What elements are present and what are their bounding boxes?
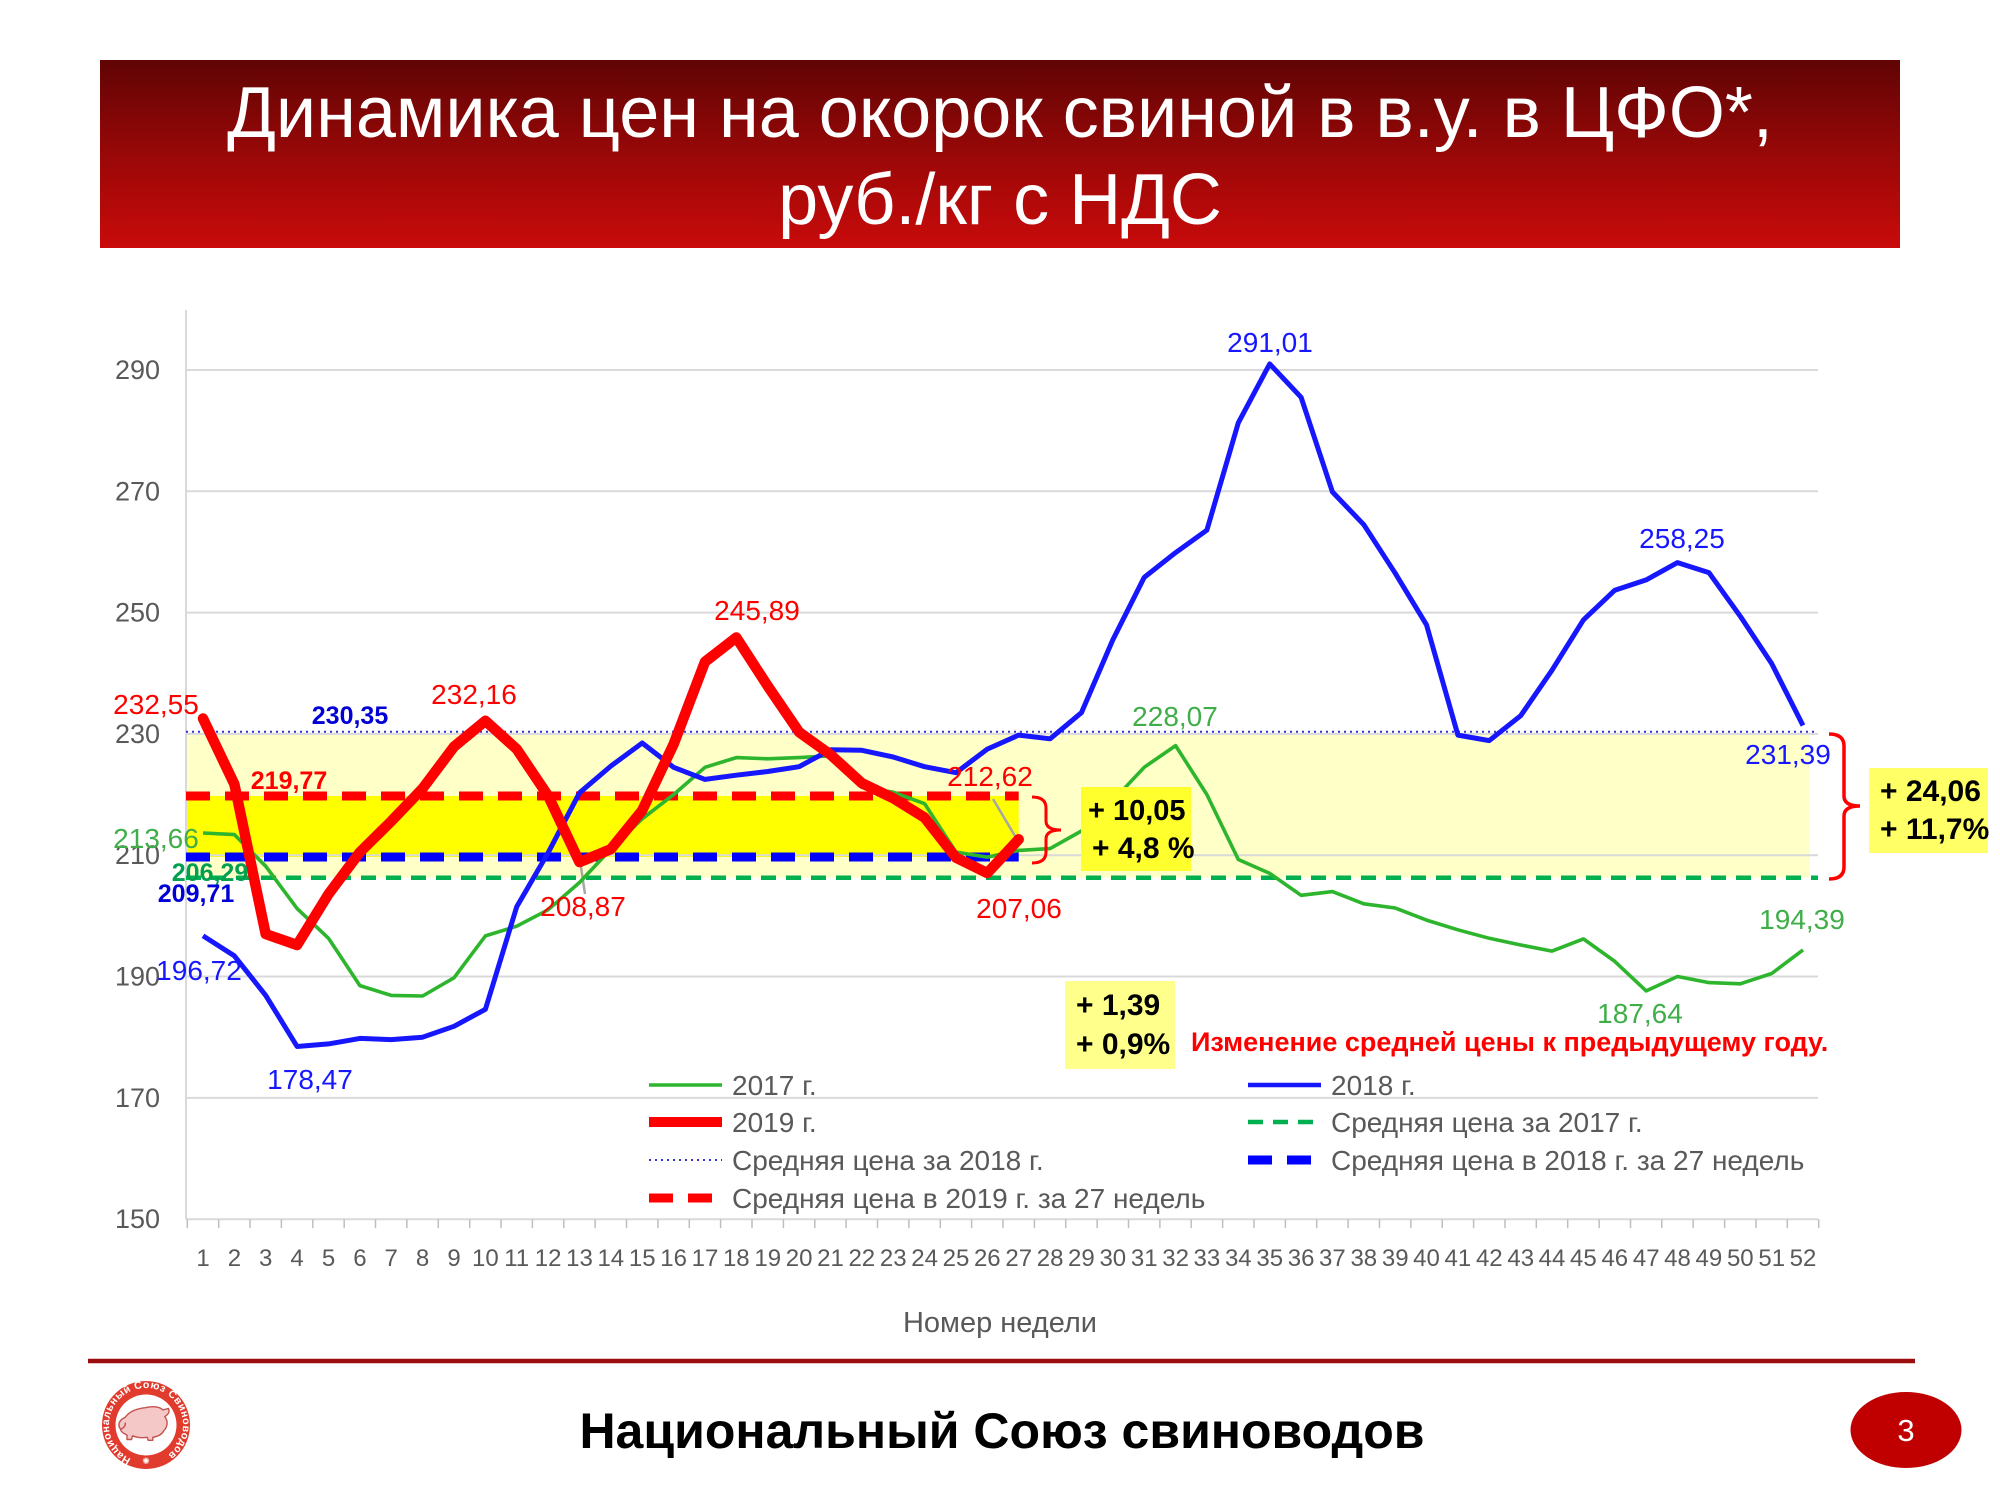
svg-text:291,01: 291,01 xyxy=(1227,327,1313,358)
svg-text:37: 37 xyxy=(1319,1245,1346,1272)
svg-text:47: 47 xyxy=(1633,1245,1660,1272)
svg-text:22: 22 xyxy=(848,1245,875,1272)
svg-text:2019 г.: 2019 г. xyxy=(732,1107,817,1138)
svg-text:178,47: 178,47 xyxy=(267,1064,353,1095)
svg-text:230,35: 230,35 xyxy=(312,702,389,730)
svg-text:250: 250 xyxy=(115,598,160,628)
svg-text:10: 10 xyxy=(472,1245,499,1272)
svg-text:+ 0,9%: + 0,9% xyxy=(1076,1028,1170,1061)
svg-text:41: 41 xyxy=(1445,1245,1472,1272)
svg-text:213,66: 213,66 xyxy=(113,823,199,854)
svg-text:150: 150 xyxy=(115,1204,160,1234)
svg-text:45: 45 xyxy=(1570,1245,1597,1272)
svg-text:51: 51 xyxy=(1758,1245,1785,1272)
svg-text:29: 29 xyxy=(1068,1245,1095,1272)
svg-text:290: 290 xyxy=(115,355,160,385)
svg-text:228,07: 228,07 xyxy=(1132,701,1218,732)
svg-text:6: 6 xyxy=(353,1245,366,1272)
svg-text:19: 19 xyxy=(754,1245,781,1272)
svg-text:21: 21 xyxy=(817,1245,844,1272)
svg-text:38: 38 xyxy=(1350,1245,1377,1272)
svg-text:Национальный Союз свиноводов: Национальный Союз свиноводов xyxy=(579,1403,1424,1459)
svg-text:Средняя цена в 2019 г. за 27 н: Средняя цена в 2019 г. за 27 недель xyxy=(732,1183,1205,1214)
svg-text:48: 48 xyxy=(1664,1245,1691,1272)
svg-text:3: 3 xyxy=(1897,1413,1914,1448)
svg-text:46: 46 xyxy=(1601,1245,1628,1272)
svg-text:28: 28 xyxy=(1037,1245,1064,1272)
svg-text:31: 31 xyxy=(1131,1245,1158,1272)
svg-text:230: 230 xyxy=(115,719,160,749)
svg-text:8: 8 xyxy=(416,1245,429,1272)
svg-text:13: 13 xyxy=(566,1245,593,1272)
svg-text:212,62: 212,62 xyxy=(947,761,1033,792)
svg-text:26: 26 xyxy=(974,1245,1001,1272)
svg-text:Динамика цен на окорок свиной: Динамика цен на окорок свиной в в.у. в Ц… xyxy=(227,73,1773,153)
svg-text:194,39: 194,39 xyxy=(1759,904,1845,935)
svg-text:Средняя цена за 2018 г.: Средняя цена за 2018 г. xyxy=(732,1145,1044,1176)
svg-text:219,77: 219,77 xyxy=(251,767,327,795)
svg-text:49: 49 xyxy=(1696,1245,1723,1272)
svg-text:2018 г.: 2018 г. xyxy=(1331,1070,1416,1101)
svg-text:11: 11 xyxy=(504,1245,529,1272)
svg-text:245,89: 245,89 xyxy=(714,595,800,626)
svg-text:35: 35 xyxy=(1256,1245,1283,1272)
svg-text:✺: ✺ xyxy=(142,1456,150,1466)
svg-text:27: 27 xyxy=(1005,1245,1032,1272)
svg-text:258,25: 258,25 xyxy=(1639,523,1725,554)
svg-text:270: 270 xyxy=(115,476,160,506)
svg-text:5: 5 xyxy=(322,1245,335,1272)
svg-text:9: 9 xyxy=(447,1245,460,1272)
svg-text:43: 43 xyxy=(1507,1245,1534,1272)
svg-text:3: 3 xyxy=(259,1245,272,1272)
svg-text:24: 24 xyxy=(911,1245,938,1272)
svg-text:2017 г.: 2017 г. xyxy=(732,1070,817,1101)
svg-text:42: 42 xyxy=(1476,1245,1503,1272)
svg-text:44: 44 xyxy=(1539,1245,1566,1272)
svg-text:32: 32 xyxy=(1162,1245,1189,1272)
svg-text:34: 34 xyxy=(1225,1245,1252,1272)
svg-text:15: 15 xyxy=(629,1245,656,1272)
svg-text:1: 1 xyxy=(196,1245,209,1272)
svg-text:Номер недели: Номер недели xyxy=(903,1307,1097,1339)
svg-text:4: 4 xyxy=(290,1245,303,1272)
svg-text:210: 210 xyxy=(115,840,160,870)
svg-text:39: 39 xyxy=(1382,1245,1409,1272)
svg-text:16: 16 xyxy=(660,1245,687,1272)
svg-text:50: 50 xyxy=(1727,1245,1754,1272)
svg-text:+ 10,05: + 10,05 xyxy=(1088,795,1186,827)
svg-text:232,55: 232,55 xyxy=(113,689,199,720)
svg-text:30: 30 xyxy=(1099,1245,1126,1272)
svg-text:196,72: 196,72 xyxy=(156,955,242,986)
svg-text:209,71: 209,71 xyxy=(158,880,235,908)
svg-text:206,29: 206,29 xyxy=(172,859,248,887)
svg-text:14: 14 xyxy=(597,1245,624,1272)
svg-text:207,06: 207,06 xyxy=(976,893,1062,924)
svg-text:12: 12 xyxy=(535,1245,562,1272)
svg-text:23: 23 xyxy=(880,1245,907,1272)
svg-text:170: 170 xyxy=(115,1083,160,1113)
svg-text:232,16: 232,16 xyxy=(431,679,517,710)
svg-text:+ 4,8 %: + 4,8 % xyxy=(1092,832,1195,865)
svg-text:Средняя цена за 2017 г.: Средняя цена за 2017 г. xyxy=(1331,1107,1643,1138)
svg-text:17: 17 xyxy=(692,1245,719,1272)
svg-text:Изменение средней цены к преды: Изменение средней цены к предыдущему год… xyxy=(1191,1027,1828,1057)
svg-text:руб./кг с НДС: руб./кг с НДС xyxy=(778,160,1222,240)
svg-text:18: 18 xyxy=(723,1245,750,1272)
svg-text:7: 7 xyxy=(385,1245,398,1272)
svg-text:+ 1,39: + 1,39 xyxy=(1076,989,1160,1022)
svg-text:2: 2 xyxy=(228,1245,241,1272)
svg-text:+ 11,7%: + 11,7% xyxy=(1880,813,1989,846)
svg-text:33: 33 xyxy=(1194,1245,1221,1272)
svg-text:25: 25 xyxy=(943,1245,970,1272)
svg-text:187,64: 187,64 xyxy=(1597,998,1683,1029)
svg-text:Средняя цена в 2018 г. за 27 н: Средняя цена в 2018 г. за 27 недель xyxy=(1331,1145,1804,1176)
svg-text:40: 40 xyxy=(1413,1245,1440,1272)
svg-text:208,87: 208,87 xyxy=(540,891,626,922)
svg-text:52: 52 xyxy=(1790,1245,1817,1272)
svg-text:+ 24,06: + 24,06 xyxy=(1880,775,1981,808)
svg-text:231,39: 231,39 xyxy=(1745,739,1831,770)
svg-text:20: 20 xyxy=(786,1245,813,1272)
svg-text:36: 36 xyxy=(1288,1245,1315,1272)
svg-text:190: 190 xyxy=(115,962,160,992)
